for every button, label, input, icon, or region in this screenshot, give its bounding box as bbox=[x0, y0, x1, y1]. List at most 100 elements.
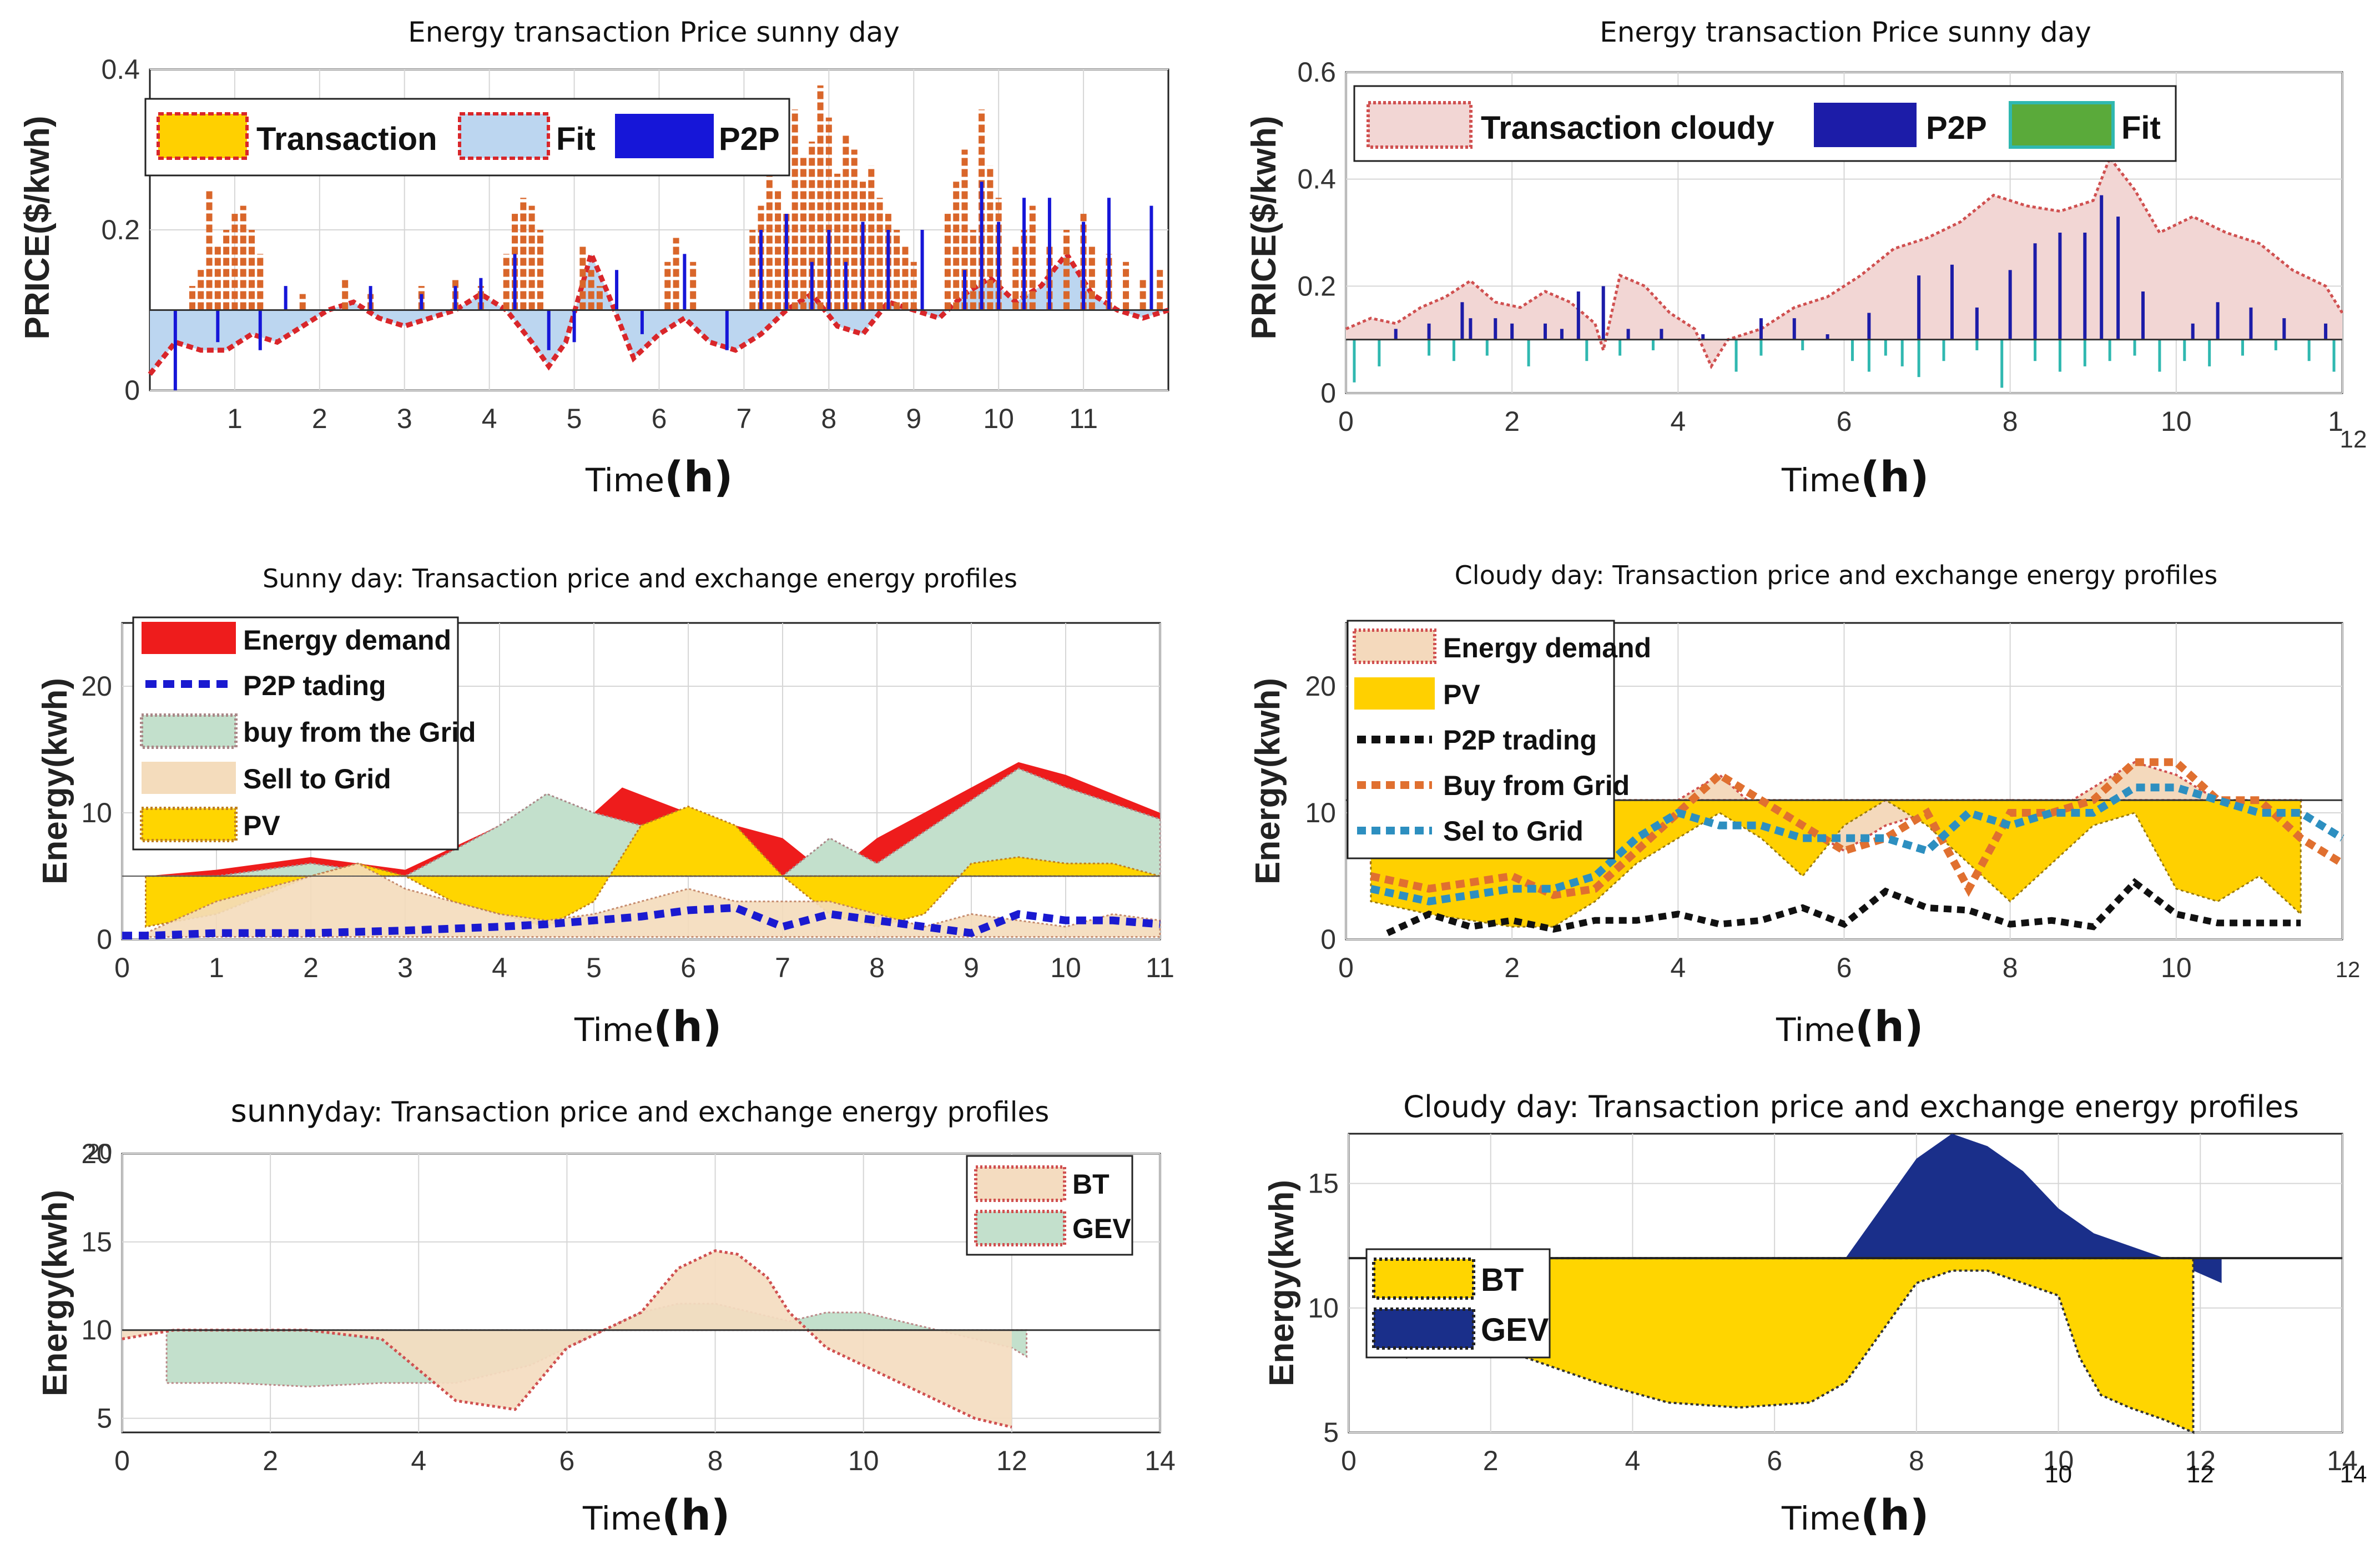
legend-swatch-demand bbox=[142, 622, 236, 654]
y-axis-label: PRICE($/kwh) bbox=[18, 115, 57, 339]
series-layer bbox=[1345, 155, 2344, 388]
legend-swatch-fit bbox=[458, 112, 550, 160]
x-tick-label: 10 bbox=[2161, 952, 2192, 983]
y-tick-label: 0.2 bbox=[101, 214, 140, 245]
y-tick-label: 0.6 bbox=[1297, 57, 1336, 88]
fit-line bbox=[148, 246, 1169, 376]
x-axis-label: Time(h) bbox=[1781, 452, 1929, 501]
y-tick-label: 20 bbox=[81, 1138, 112, 1169]
y-tick-label: 0.4 bbox=[101, 54, 140, 85]
chart-title: Cloudy day: Transaction price and exchan… bbox=[1403, 1089, 2299, 1124]
x-tick-label: 14 bbox=[2327, 1445, 2358, 1476]
title-part: day: Transaction price and exchange ener… bbox=[324, 1096, 1049, 1128]
chart-c2: 0 2 4 6 8 10 112 0 0.2 0.4 0.6 Energy transaction P… bbox=[1245, 16, 2367, 501]
x-tick-label: 10 bbox=[983, 403, 1014, 434]
y-axis-label: Energy(kwh) bbox=[1263, 1180, 1301, 1386]
y-tick-label: 5 bbox=[1323, 1417, 1339, 1448]
x-axis-label: Time(h) bbox=[1781, 1490, 1929, 1540]
legend-label: GEV bbox=[1481, 1312, 1549, 1348]
x-tick-label: 6 bbox=[652, 403, 667, 434]
y-tick-label: 0 bbox=[97, 924, 112, 955]
legend-label: BT bbox=[1481, 1262, 1524, 1298]
p2p-line bbox=[122, 903, 1161, 940]
x-tick-label: 8 bbox=[1909, 1445, 1924, 1476]
transaction-line bbox=[1345, 155, 2344, 370]
legend-label: Buy from Grid bbox=[1443, 770, 1630, 801]
x-tick-label: 5 bbox=[567, 403, 582, 434]
buy-line bbox=[1370, 758, 2344, 899]
y-axis-label: Energy(kwh) bbox=[36, 1190, 74, 1396]
y-tick-label: 0 bbox=[1320, 924, 1336, 955]
x-tick-label: 3 bbox=[397, 403, 412, 434]
legend: Transaction Fit P2P bbox=[144, 98, 790, 177]
legend: Transaction cloudy P2P Fit bbox=[1353, 85, 2177, 162]
legend-swatch-bt bbox=[1372, 1258, 1475, 1300]
legend-swatch-fit bbox=[2009, 101, 2115, 149]
y-axis-label: PRICE($/kwh) bbox=[1245, 115, 1283, 339]
legend-label: Transaction bbox=[256, 121, 437, 157]
y-tick-label: 0 bbox=[1320, 378, 1336, 409]
x-axis-label: Time(h) bbox=[582, 1490, 730, 1540]
x-axis-label-text: Time bbox=[574, 1011, 653, 1049]
x-tick-label: 7 bbox=[775, 952, 790, 983]
x-tick-label: 4 bbox=[492, 952, 507, 983]
x-tick-label-overlay: 12 bbox=[2187, 1461, 2214, 1488]
x-tick-label: 6 bbox=[1837, 952, 1852, 983]
chart-c3: 0 1 2 3 4 5 6 7 8 9 10 11 0 10 20 Sunny day: Transactio… bbox=[36, 564, 1174, 1051]
x-tick-label: 0 bbox=[1338, 406, 1354, 437]
x-axis-label-unit: (h) bbox=[662, 1490, 730, 1540]
legend-label: P2P bbox=[1926, 110, 1987, 146]
legend-swatch-sell bbox=[142, 762, 236, 794]
x-axis-label-text: Time bbox=[1781, 461, 1860, 499]
x-tick-label-overlay: 14 bbox=[2340, 1461, 2367, 1488]
x-tick-label: 0 bbox=[1338, 952, 1354, 983]
x-axis-label: Time(h) bbox=[1776, 1002, 1924, 1051]
x-tick-label: 10 bbox=[2043, 1445, 2074, 1476]
series-layer bbox=[122, 1249, 1160, 1429]
x-axis-label: Time(h) bbox=[585, 452, 733, 501]
x-tick-label: 4 bbox=[411, 1445, 426, 1476]
legend: BT GEV bbox=[966, 1155, 1133, 1256]
x-tick-label: 10 bbox=[1050, 952, 1081, 983]
y-tick-label: 0.4 bbox=[1297, 164, 1336, 195]
p2p-line bbox=[1386, 878, 2301, 937]
legend-label: Fit bbox=[556, 121, 596, 157]
legend-swatch-transaction bbox=[157, 112, 249, 160]
x-tick-label: 4 bbox=[1670, 952, 1686, 983]
legend-swatch-p2p bbox=[615, 114, 714, 158]
x-tick-label: 5 bbox=[586, 952, 602, 983]
bt-area bbox=[1404, 1257, 2195, 1435]
bt-area bbox=[122, 1250, 1012, 1427]
x-tick-label: 8 bbox=[869, 952, 885, 983]
x-tick-label: 7 bbox=[737, 403, 752, 434]
x-axis-label-text: Time bbox=[585, 461, 664, 499]
x-tick-label: 4 bbox=[1670, 406, 1686, 437]
x-axis-label: Time(h) bbox=[574, 1002, 722, 1051]
legend-label: Energy demand bbox=[243, 625, 451, 656]
legend-swatch-buy bbox=[140, 713, 238, 749]
x-tick-label: 8 bbox=[2003, 952, 2018, 983]
x-tick-label: 0 bbox=[1341, 1445, 1357, 1476]
y-tick-label: 5 bbox=[97, 1403, 112, 1434]
legend: Energy demand P2P tading buy from the Grid… bbox=[132, 616, 476, 851]
y-tick-label: 0.2 bbox=[1297, 270, 1336, 301]
x-tick-label: 0 bbox=[114, 952, 130, 983]
x-tick-label: 3 bbox=[397, 952, 413, 983]
legend-swatch-demand bbox=[1353, 628, 1436, 664]
y-tick-label: 10 bbox=[81, 1315, 112, 1346]
legend-label: Transaction cloudy bbox=[1481, 110, 1774, 146]
legend-swatch-pv bbox=[140, 807, 238, 842]
y-tick-label: 15 bbox=[1308, 1168, 1339, 1199]
x-axis-label-text: Time bbox=[582, 1500, 662, 1537]
x-axis-label-unit: (h) bbox=[1860, 452, 1929, 501]
bt-line bbox=[122, 1249, 1012, 1429]
x-tick-label: 10 bbox=[2161, 406, 2192, 437]
legend-swatch-p2p bbox=[1814, 103, 1917, 147]
x-tick-label: 2 bbox=[1504, 952, 1520, 983]
legend-label: Sell to Grid bbox=[243, 763, 391, 794]
legend-label: buy from the Grid bbox=[243, 717, 476, 748]
x-tick-label: 4 bbox=[482, 403, 497, 434]
legend-label: Fit bbox=[2121, 110, 2161, 146]
x-tick-label: 11 bbox=[1146, 952, 1174, 983]
x-tick-label: 6 bbox=[680, 952, 696, 983]
